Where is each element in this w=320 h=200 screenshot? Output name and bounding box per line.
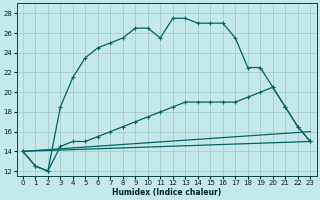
X-axis label: Humidex (Indice chaleur): Humidex (Indice chaleur) <box>112 188 221 197</box>
